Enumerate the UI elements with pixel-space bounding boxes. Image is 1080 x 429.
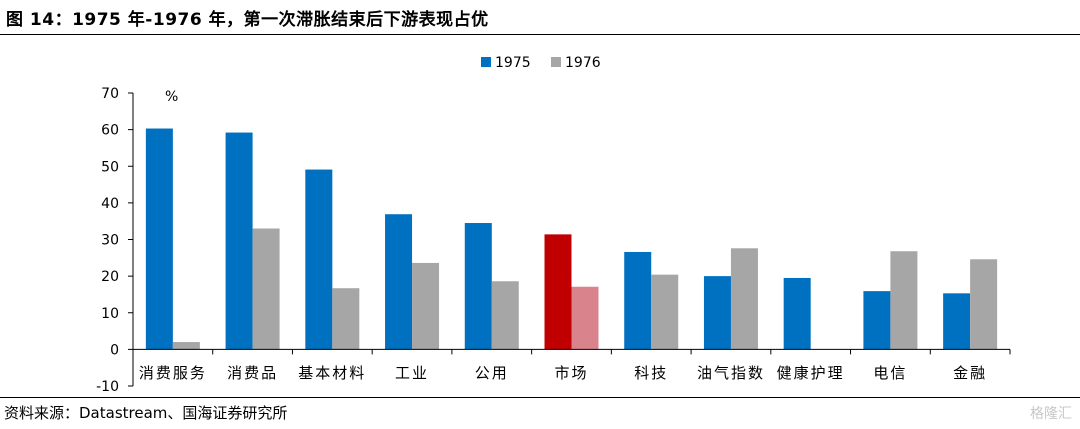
chart-title: 图 14：1975 年-1976 年，第一次滞胀结束后下游表现占优	[6, 10, 489, 30]
unit-label: %	[165, 89, 178, 105]
title-divider	[0, 34, 1080, 35]
watermark-logo: 格隆汇	[1030, 406, 1072, 422]
y-tick-label: 40	[101, 196, 119, 212]
category-label: 市场	[554, 364, 588, 382]
y-tick-label: 20	[101, 269, 119, 285]
bar-1975	[305, 169, 333, 350]
y-axis: -10 0 10 20 30 40 50 60 70	[96, 86, 134, 395]
category-label: 科技	[634, 364, 668, 382]
category-label: 健康护理	[777, 364, 845, 382]
category-label: 基本材料	[298, 364, 366, 382]
y-tick-label: -10	[96, 379, 119, 395]
bar-1975	[385, 214, 413, 350]
source-divider	[0, 397, 1080, 398]
category-label: 金融	[953, 364, 987, 382]
category-label: 消费服务	[139, 364, 207, 382]
y-tick-label: 30	[101, 233, 119, 249]
y-tick-label: 50	[101, 159, 119, 175]
bar-1976	[651, 274, 679, 350]
bar-1975	[225, 132, 253, 350]
source-note: 资料来源：Datastream、国海证券研究所	[4, 404, 288, 422]
y-tick-label: 0	[110, 342, 119, 358]
y-tick-label: 60	[101, 123, 119, 139]
category-label: 消费品	[227, 364, 278, 382]
bar-1975	[624, 251, 652, 350]
bar-chart: -10 0 10 20 30 40 50 60 70 消费服务 消费品 基本材料 工业 公用 市场 科技 油气…	[96, 55, 1011, 395]
bar-1976	[730, 248, 758, 350]
legend-label: 1976	[565, 55, 601, 71]
bar-1976	[491, 281, 519, 350]
legend: 1975 1976	[481, 55, 601, 71]
legend-label: 1975	[495, 55, 531, 71]
bar-1976	[172, 342, 200, 350]
legend-swatch-1976	[551, 57, 561, 67]
bar-1976	[890, 251, 918, 350]
bars	[145, 128, 998, 350]
y-tick-label: 10	[101, 306, 119, 322]
bar-1975	[943, 293, 971, 350]
legend-swatch-1975	[481, 57, 491, 67]
bar-1975	[863, 291, 891, 350]
bar-1976	[571, 286, 599, 350]
bar-1975	[783, 277, 811, 350]
bar-1975	[464, 223, 492, 350]
y-tick-label: 70	[101, 86, 119, 102]
bar-1975	[145, 128, 173, 350]
category-label: 油气指数	[697, 364, 765, 382]
bar-1976	[412, 262, 440, 350]
bar-1976	[332, 288, 360, 350]
bar-1975	[703, 276, 731, 350]
category-label: 工业	[395, 364, 429, 382]
category-label: 电信	[873, 364, 907, 382]
bar-1976	[970, 259, 998, 350]
x-axis: 消费服务 消费品 基本材料 工业 公用 市场 科技 油气指数 健康护理 电信 金融	[132, 348, 1011, 382]
category-label: 公用	[475, 364, 509, 382]
bar-1975	[544, 234, 572, 350]
bar-1976	[252, 228, 280, 350]
